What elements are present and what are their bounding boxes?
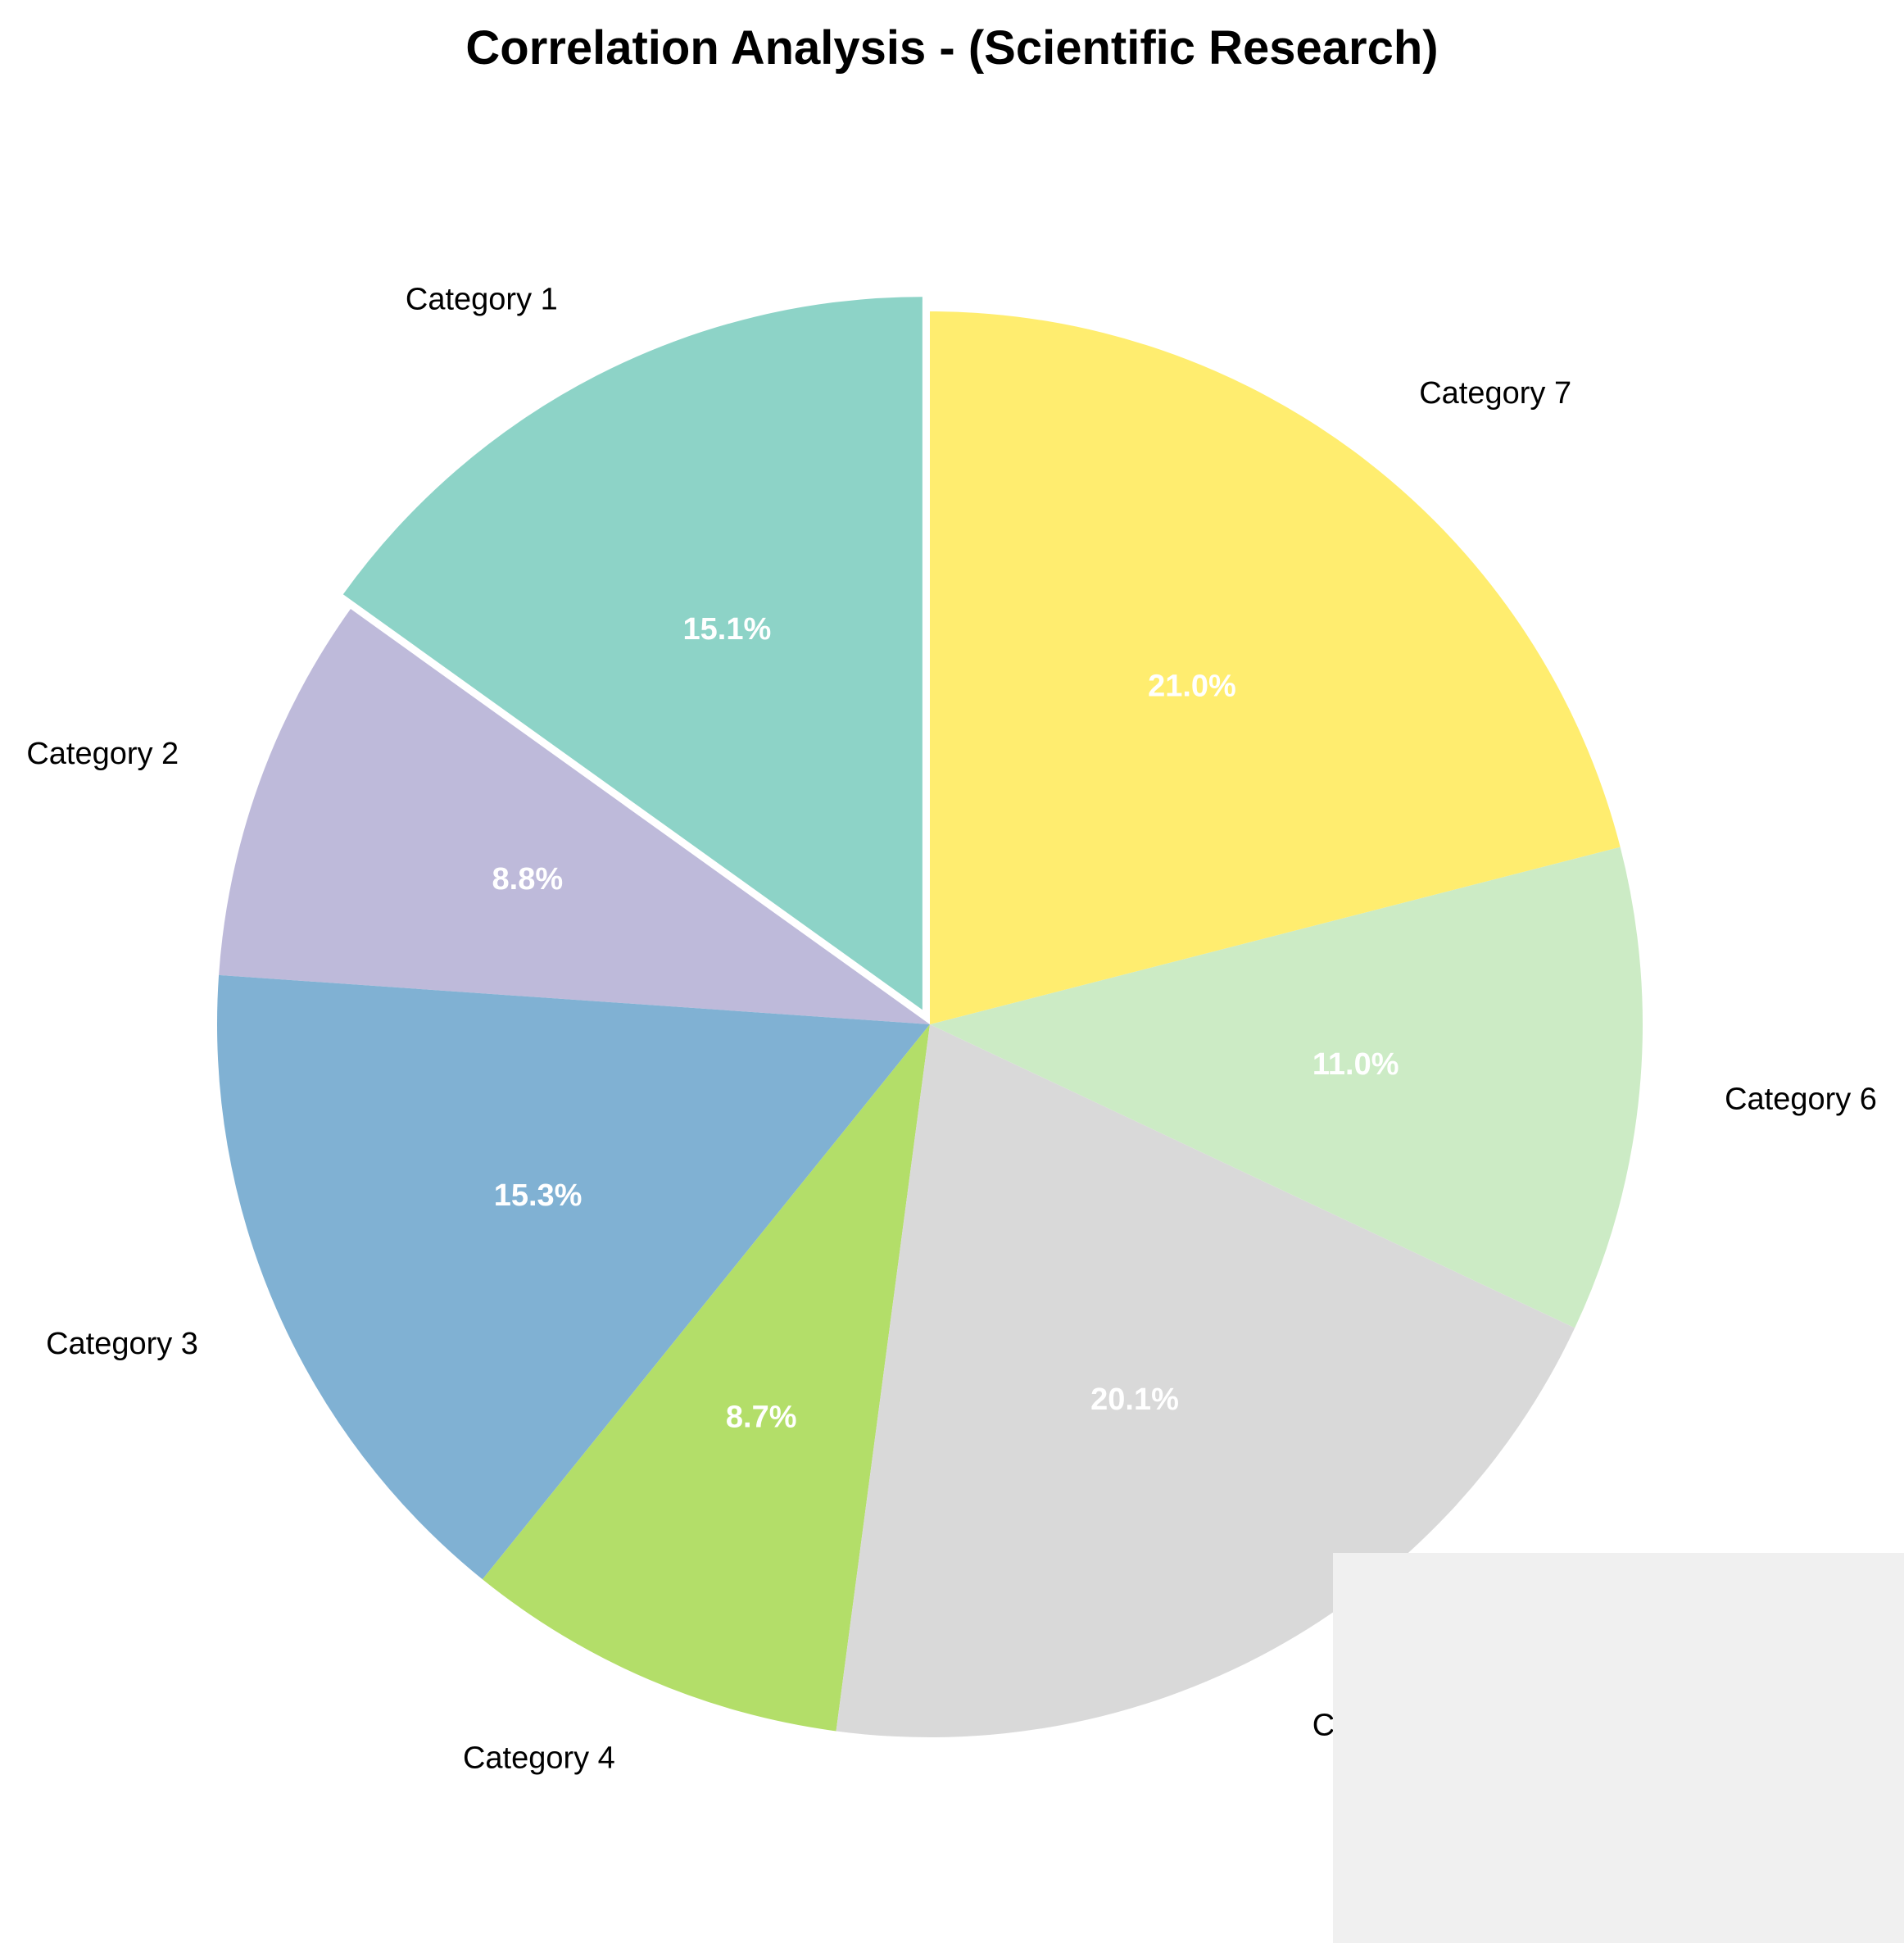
pct-label-category-1: 15.1% bbox=[683, 612, 772, 647]
pie-slice-category-3 bbox=[217, 974, 930, 1580]
pie-slices bbox=[217, 297, 1643, 1738]
pie-slice-category-4 bbox=[482, 1024, 930, 1732]
pct-label-category-2: 8.8% bbox=[492, 862, 564, 897]
pie-slice-category-1 bbox=[342, 297, 923, 1010]
category-label-category-6: Category 6 bbox=[1725, 1083, 1877, 1117]
category-label-category-7: Category 7 bbox=[1419, 376, 1571, 411]
category-label-category-2: Category 2 bbox=[26, 737, 179, 771]
pct-label-category-4: 8.7% bbox=[726, 1401, 797, 1435]
pct-label-category-6: 11.0% bbox=[1312, 1047, 1399, 1082]
pie-slice-category-6 bbox=[930, 847, 1643, 1328]
pct-label-category-3: 15.3% bbox=[494, 1178, 583, 1213]
pie-slice-category-7 bbox=[930, 311, 1621, 1024]
category-label-category-3: Category 3 bbox=[46, 1327, 198, 1361]
pie-slice-category-2 bbox=[219, 609, 930, 1024]
pct-label-category-7: 21.0% bbox=[1148, 670, 1236, 704]
category-label-category-1: Category 1 bbox=[406, 282, 558, 316]
percentage-labels: 15.1% 8.8% 15.3% 8.7% 20.1% 11.0% 21.0% bbox=[492, 612, 1399, 1435]
category-label-category-4: Category 4 bbox=[463, 1741, 615, 1775]
pct-label-category-5: 20.1% bbox=[1090, 1382, 1179, 1417]
chart-title: Correlation Analysis - (Scientific Resea… bbox=[465, 21, 1438, 75]
overlay-panel bbox=[1333, 1553, 1904, 1943]
